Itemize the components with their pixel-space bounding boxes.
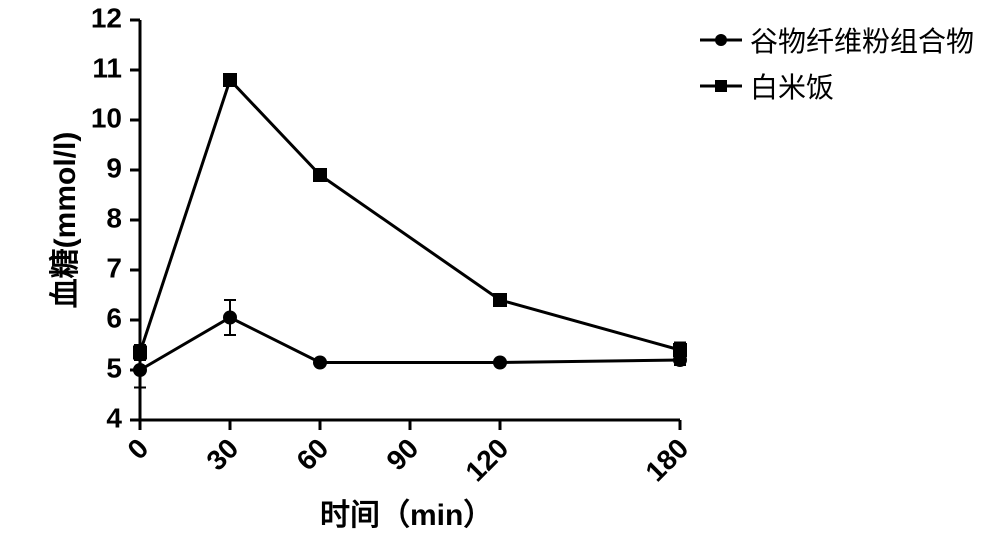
marker-square bbox=[493, 293, 507, 307]
legend-square-icon bbox=[715, 80, 727, 92]
marker-square bbox=[313, 168, 327, 182]
y-tick-label: 7 bbox=[106, 252, 122, 283]
marker-square bbox=[133, 346, 147, 360]
marker-square bbox=[223, 73, 237, 87]
y-tick-label: 9 bbox=[106, 152, 122, 183]
series-line-grain-fiber bbox=[140, 318, 680, 371]
y-tick-label: 6 bbox=[106, 302, 122, 333]
x-tick-label: 120 bbox=[459, 432, 514, 487]
x-axis-label: 时间（min） bbox=[320, 490, 493, 534]
marker-circle bbox=[493, 356, 507, 370]
y-tick-label: 12 bbox=[91, 2, 122, 33]
legend-marker bbox=[700, 76, 742, 96]
legend-item-white-rice: 白米饭 bbox=[700, 66, 974, 106]
chart-container: 4567891011120306090120180 血糖(mmol/l) 时间（… bbox=[0, 0, 1000, 534]
x-tick-label: 180 bbox=[639, 432, 694, 487]
legend-circle-icon bbox=[715, 34, 727, 46]
x-tick-label: 0 bbox=[121, 432, 154, 465]
marker-circle bbox=[133, 363, 147, 377]
y-axis-label: 血糖(mmol/l) bbox=[40, 132, 84, 309]
y-tick-label: 11 bbox=[92, 52, 122, 83]
series-line-white-rice bbox=[140, 80, 680, 353]
x-tick-label: 90 bbox=[380, 432, 424, 476]
x-tick-label: 60 bbox=[290, 432, 334, 476]
y-tick-label: 10 bbox=[91, 102, 122, 133]
y-tick-label: 4 bbox=[106, 402, 122, 433]
y-tick-label: 5 bbox=[106, 352, 122, 383]
legend-label: 白米饭 bbox=[750, 66, 834, 106]
legend-item-grain-fiber: 谷物纤维粉组合物 bbox=[700, 20, 974, 60]
marker-square bbox=[673, 343, 687, 357]
x-tick-label: 30 bbox=[200, 432, 244, 476]
y-tick-label: 8 bbox=[106, 202, 122, 233]
legend-marker bbox=[700, 30, 742, 50]
marker-circle bbox=[313, 356, 327, 370]
legend: 谷物纤维粉组合物白米饭 bbox=[700, 20, 974, 112]
legend-label: 谷物纤维粉组合物 bbox=[750, 20, 974, 60]
marker-circle bbox=[223, 311, 237, 325]
